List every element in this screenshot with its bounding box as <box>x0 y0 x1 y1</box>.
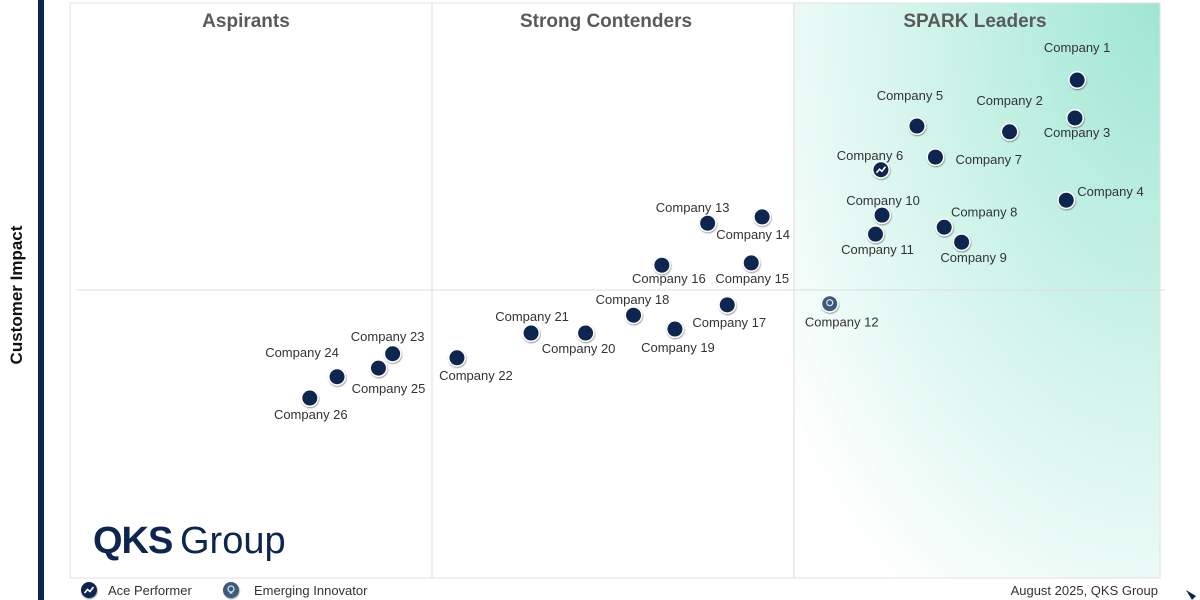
point-marker <box>1002 124 1018 140</box>
data-point: Company 16 <box>632 256 706 286</box>
point-label: Company 6 <box>837 148 903 163</box>
legend-emerging-innovator: Emerging Innovator <box>223 582 368 598</box>
point-label: Company 14 <box>716 227 790 242</box>
point-marker <box>743 255 759 271</box>
point-label: Company 23 <box>351 329 425 344</box>
legend-ace-performer: Ace Performer <box>81 582 192 598</box>
point-label: Company 1 <box>1044 40 1110 55</box>
data-point: Company 15 <box>715 253 789 286</box>
point-label: Company 8 <box>951 204 1017 219</box>
point-label: Company 10 <box>846 193 920 208</box>
point-marker <box>370 360 386 376</box>
data-points: Company 1 Company 2 Company 3 Company 4 Comp… <box>265 40 1144 422</box>
point-label: Company 2 <box>976 93 1042 108</box>
trend-up-icon <box>875 166 887 174</box>
data-point: Company 18 <box>596 292 670 325</box>
svg-text:Group: Group <box>180 520 286 562</box>
data-point: Company 12 <box>805 294 879 330</box>
legend: Ace Performer Emerging Innovator <box>81 582 368 598</box>
data-point: Company 17 <box>692 295 766 330</box>
point-marker <box>302 390 318 406</box>
qks-group-logo: QKS Group <box>93 520 286 562</box>
data-point: Company 7 <box>926 148 1022 167</box>
point-marker <box>936 219 952 235</box>
legend-label: Emerging Innovator <box>254 583 368 598</box>
point-marker <box>667 321 683 337</box>
point-label: Company 3 <box>1044 125 1110 140</box>
point-marker <box>1067 110 1083 126</box>
y-axis-label: Customer Impact <box>7 225 26 364</box>
point-label: Company 15 <box>715 271 789 286</box>
data-point: Company 6 <box>837 148 903 179</box>
data-point: Company 2 <box>976 93 1043 141</box>
point-label: Company 20 <box>542 341 616 356</box>
point-marker <box>700 215 716 231</box>
left-accent-bar <box>38 0 44 600</box>
point-marker <box>1069 72 1085 88</box>
point-label: Company 19 <box>641 340 715 355</box>
data-point: Company 9 <box>940 233 1007 265</box>
point-label: Company 5 <box>877 88 943 103</box>
data-point: Company 8 <box>935 204 1017 237</box>
svg-text:QKS: QKS <box>93 520 172 562</box>
data-point: Company 22 <box>439 348 513 383</box>
point-label: Company 25 <box>352 381 426 396</box>
point-label: Company 18 <box>596 292 670 307</box>
data-point: Company 21 <box>495 309 569 343</box>
corner-arrow-icon <box>1186 590 1196 600</box>
point-label: Company 4 <box>1077 184 1143 199</box>
data-point: Company 23 <box>351 329 425 363</box>
data-point: Company 26 <box>274 389 348 422</box>
point-marker <box>523 325 539 341</box>
quadrant-title-strong-contenders: Strong Contenders <box>520 11 692 32</box>
point-marker <box>954 234 970 250</box>
point-marker <box>449 350 465 366</box>
point-label: Company 24 <box>265 345 339 360</box>
lightbulb-icon <box>826 299 834 307</box>
point-label: Company 12 <box>805 315 879 330</box>
data-point: Company 20 <box>542 324 616 356</box>
quadrant-title-aspirants: Aspirants <box>202 11 290 32</box>
data-point: Company 14 <box>716 207 790 242</box>
data-point: Company 19 <box>641 320 715 355</box>
point-label: Company 16 <box>632 271 706 286</box>
footer-date-source: August 2025, QKS Group <box>1011 583 1158 598</box>
data-point: Company 10 <box>846 193 920 225</box>
point-marker <box>754 209 770 225</box>
point-label: Company 26 <box>274 407 348 422</box>
point-label: Company 11 <box>841 242 914 257</box>
data-point: Company 25 <box>352 359 426 396</box>
data-point: Company 1 <box>1044 40 1110 90</box>
point-label: Company 22 <box>439 368 513 383</box>
point-label: Company 17 <box>692 315 766 330</box>
data-point: Company 24 <box>265 345 347 386</box>
point-label: Company 21 <box>495 309 569 324</box>
data-point: Company 3 <box>1044 109 1110 140</box>
emerging-innovator-marker <box>822 296 838 312</box>
point-marker <box>329 369 345 385</box>
point-marker <box>719 297 735 313</box>
point-marker <box>654 257 670 273</box>
point-marker <box>874 207 890 223</box>
point-label: Company 9 <box>940 250 1006 265</box>
point-marker <box>626 307 642 323</box>
point-marker <box>385 346 401 362</box>
data-point: Company 13 <box>656 200 730 233</box>
point-label: Company 13 <box>656 200 730 215</box>
data-point: Company 11 <box>841 225 914 257</box>
lightbulb-icon <box>223 582 239 598</box>
point-marker <box>927 149 943 165</box>
point-marker <box>909 118 925 134</box>
point-marker <box>1058 192 1074 208</box>
data-point: Company 4 <box>1057 184 1144 210</box>
point-marker <box>868 226 884 242</box>
data-point: Company 5 <box>877 88 943 136</box>
point-marker <box>578 325 594 341</box>
legend-label: Ace Performer <box>108 583 192 598</box>
quadrant-title-spark-leaders: SPARK Leaders <box>903 11 1046 32</box>
point-label: Company 7 <box>955 152 1021 167</box>
